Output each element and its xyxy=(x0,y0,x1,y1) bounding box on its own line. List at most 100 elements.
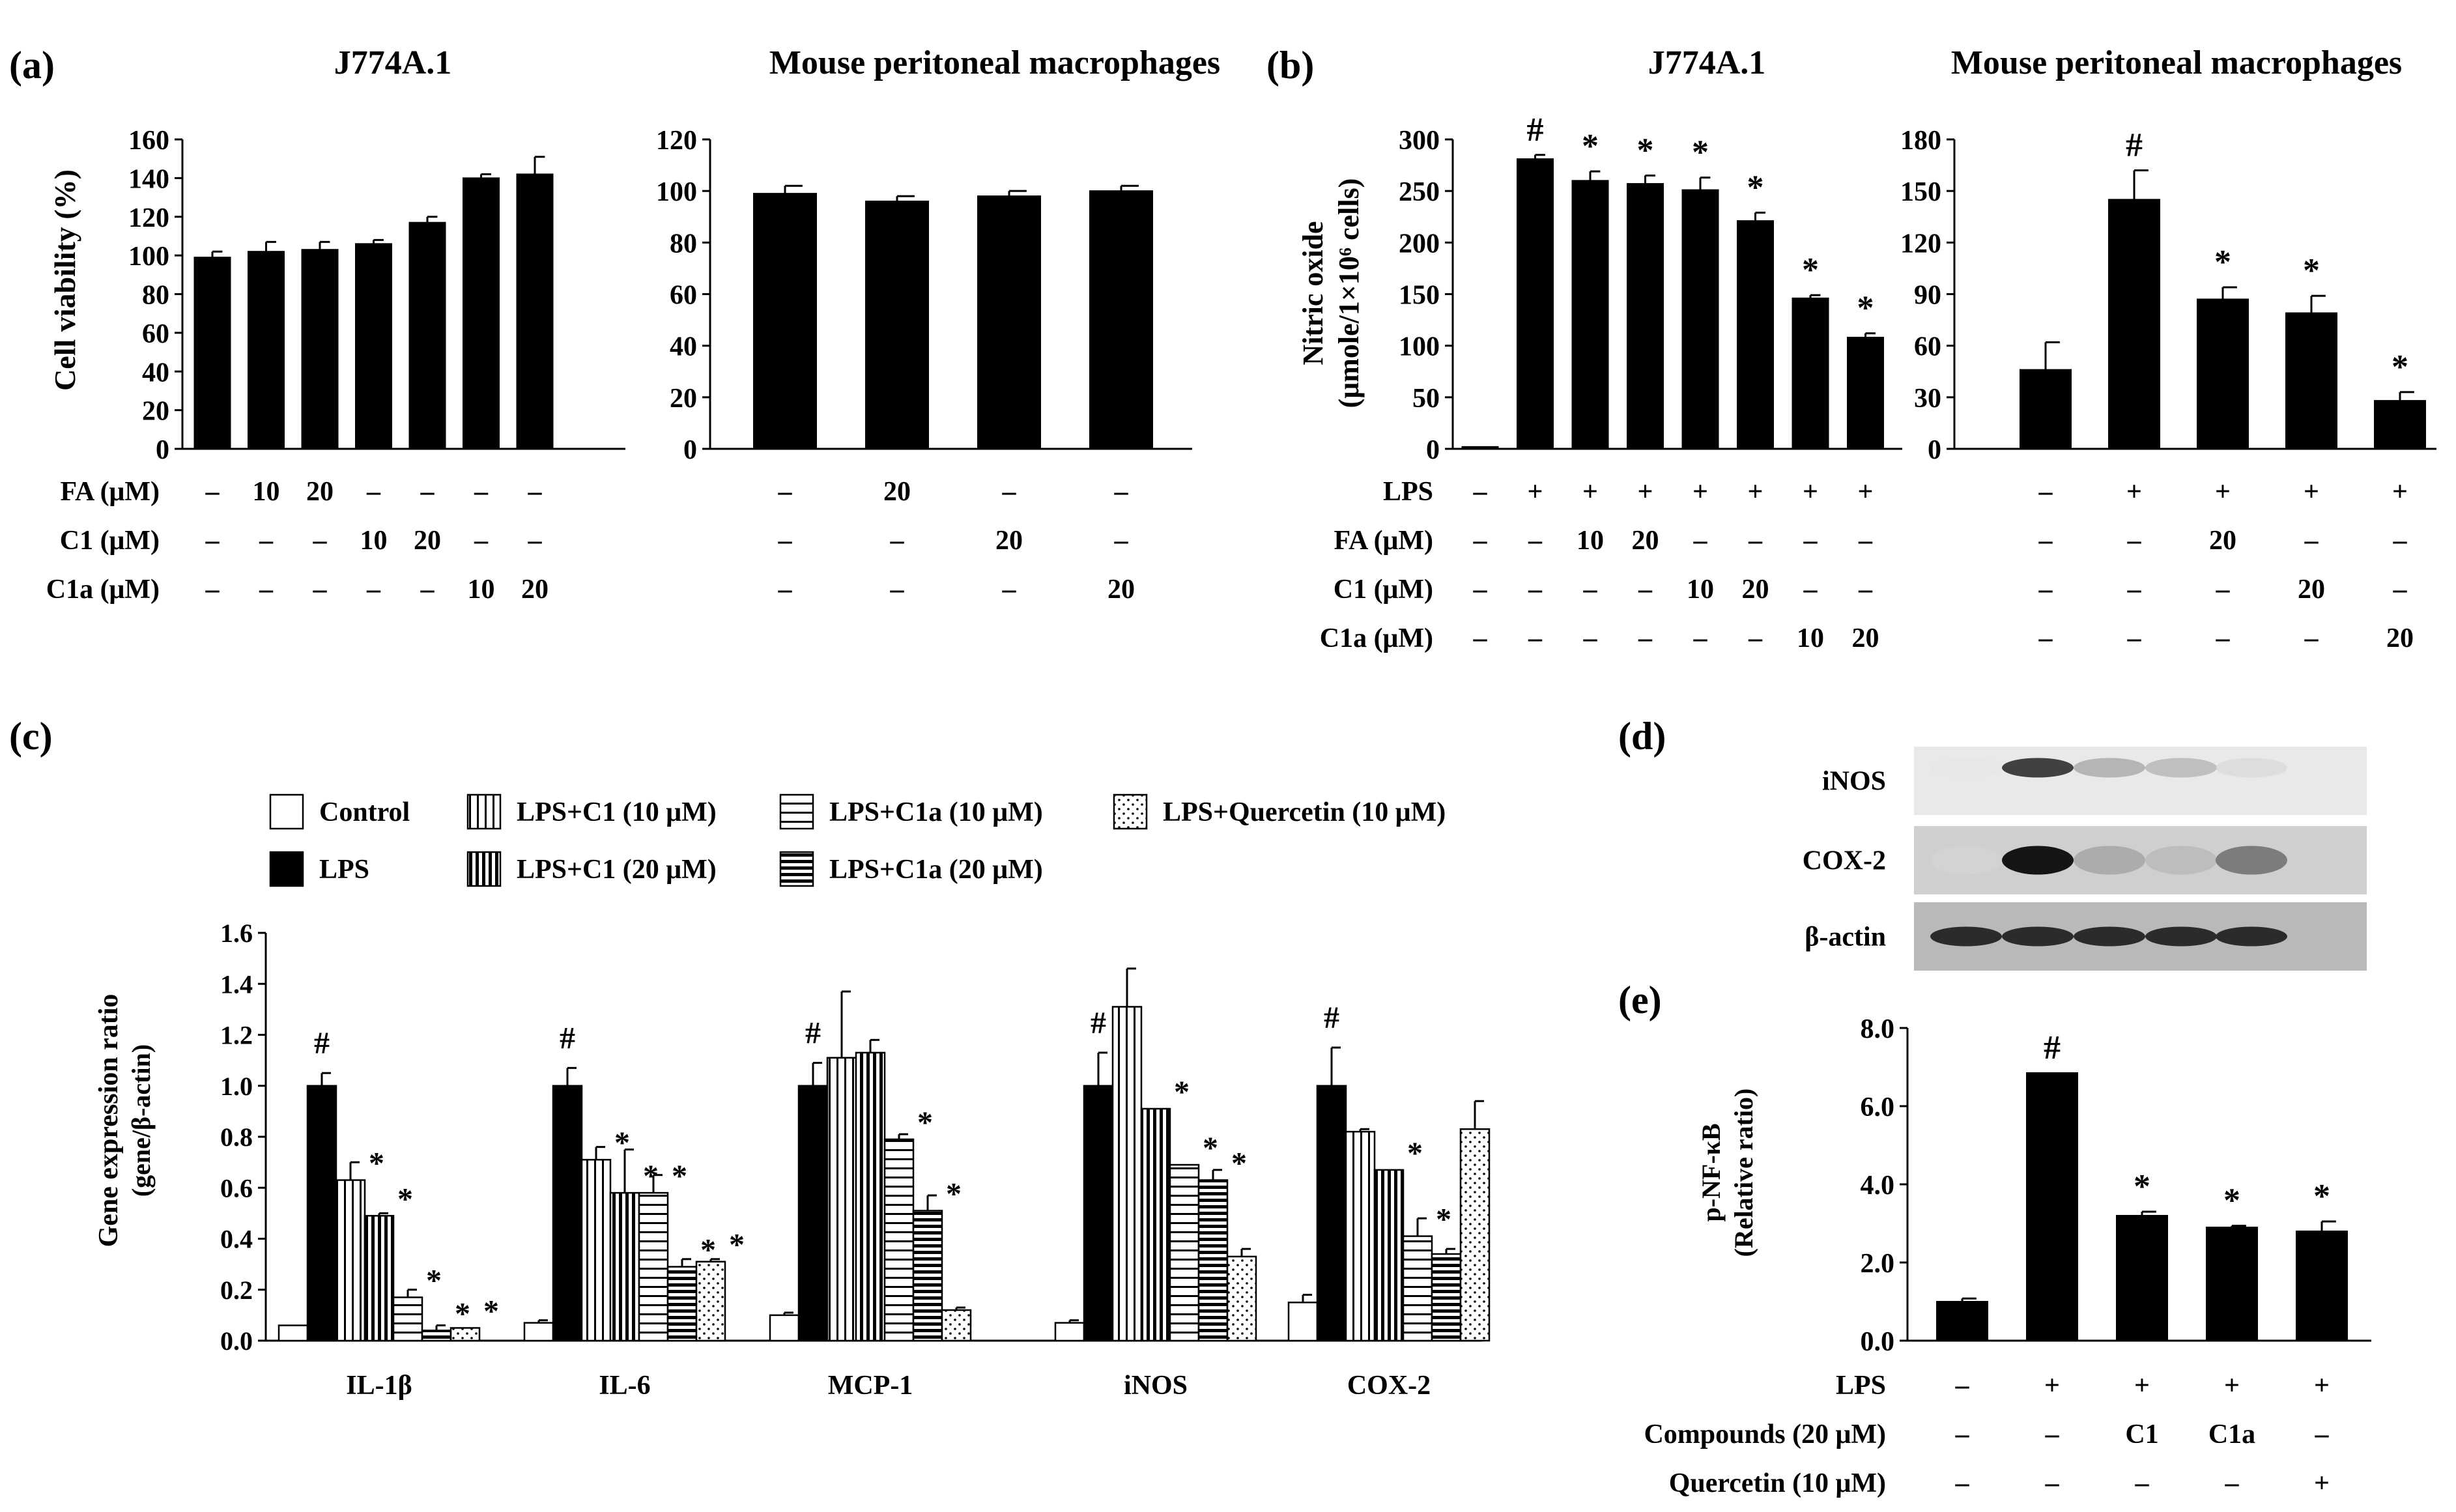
row-cell: – xyxy=(1002,575,1017,605)
row-cell: – xyxy=(1473,623,1488,653)
row-label: C1a (μM) xyxy=(46,575,160,605)
significance-mark: * xyxy=(1407,1136,1423,1171)
row-cell: 10 xyxy=(1797,623,1824,653)
row-cell: – xyxy=(205,526,220,556)
blot-label: COX-2 xyxy=(1803,846,1886,876)
row-cell: + xyxy=(1638,477,1653,507)
blot-band xyxy=(2216,846,2287,875)
y-tick-label: 0 xyxy=(683,435,697,465)
row-cell: C1a xyxy=(2208,1419,2255,1449)
bar xyxy=(2108,199,2160,449)
y-tick-label: 180 xyxy=(1900,126,1941,156)
row-cell: 10 xyxy=(1687,575,1714,605)
bar xyxy=(2020,369,2072,449)
bar xyxy=(753,193,817,449)
legend-swatch xyxy=(269,793,304,830)
significance-mark: * xyxy=(1802,251,1819,289)
hash-mark: # xyxy=(560,1021,575,1055)
bar xyxy=(912,1210,943,1342)
significance-mark: * xyxy=(455,1296,470,1331)
significance-mark: * xyxy=(397,1182,413,1216)
hash-mark: # xyxy=(1527,111,1544,149)
bar xyxy=(364,1215,395,1342)
x-category-label: MCP-1 xyxy=(828,1371,913,1401)
legend-label: LPS+C1a (10 μM) xyxy=(829,797,1043,827)
row-cell: – xyxy=(890,575,905,605)
row-cell: – xyxy=(2315,1419,2330,1449)
bar xyxy=(941,1309,972,1342)
bar xyxy=(2285,312,2337,449)
bar xyxy=(865,201,929,449)
bar xyxy=(797,1085,829,1342)
row-cell: – xyxy=(2127,575,2142,605)
y-tick-label: 100 xyxy=(128,242,169,272)
panel-b-letter: (b) xyxy=(1266,44,1314,87)
y-tick-label: 30 xyxy=(1914,384,1941,414)
y-tick-label: 20 xyxy=(142,397,169,427)
significance-mark: * xyxy=(614,1126,630,1160)
row-cell: – xyxy=(1473,526,1488,556)
hash-mark: # xyxy=(314,1026,330,1061)
bar xyxy=(666,1266,698,1342)
row-cell: – xyxy=(2393,526,2408,556)
legend-swatch xyxy=(269,851,304,887)
blot-band xyxy=(1930,846,2002,875)
bar xyxy=(408,221,446,449)
legend-label: LPS+C1 (10 μM) xyxy=(517,797,717,827)
row-cell: 20 xyxy=(521,575,549,605)
significance-mark: * xyxy=(1174,1075,1190,1109)
y-tick-label: 1.0 xyxy=(220,1072,253,1101)
row-cell: + xyxy=(1692,477,1708,507)
row-cell: – xyxy=(2038,526,2053,556)
hash-mark: # xyxy=(805,1016,821,1051)
blot-band xyxy=(2145,846,2217,875)
row-label: LPS xyxy=(1836,1371,1886,1401)
blot-band xyxy=(2002,926,2074,947)
bar xyxy=(769,1314,800,1342)
row-cell: + xyxy=(2314,1371,2330,1401)
row-cell: – xyxy=(1803,526,1818,556)
row-cell: 10 xyxy=(360,526,388,556)
row-cell: 10 xyxy=(1577,526,1604,556)
y-tick-label: 140 xyxy=(128,164,169,194)
row-cell: – xyxy=(528,526,543,556)
y-tick-label: 60 xyxy=(1914,332,1941,362)
row-label: C1a (μM) xyxy=(1320,623,1433,653)
blot-band xyxy=(2002,846,2074,875)
bar xyxy=(450,1327,481,1342)
row-cell: + xyxy=(2224,1371,2240,1401)
significance-mark: * xyxy=(1637,132,1654,169)
y-tick-label: 40 xyxy=(670,332,697,362)
row-cell: – xyxy=(474,477,489,507)
legend-label: Control xyxy=(319,797,410,827)
row-cell: – xyxy=(1114,477,1129,507)
bar xyxy=(1373,1169,1405,1342)
bar xyxy=(248,251,285,449)
chart-e: 0.0 2.0 4.0 6.0 8.0 # * * * LPS – + + + + Compounds (20… xyxy=(1644,1014,2371,1498)
y-tick-label: 90 xyxy=(1914,281,1941,311)
chart-b1: 0 50 100 150 200 250 300 # * * * * * * LPS – + + + + + + + FA (… xyxy=(1320,111,1902,653)
chart-a1-ylabel: Cell viability (%) xyxy=(48,169,81,391)
row-cell: + xyxy=(2392,477,2408,507)
row-cell: – xyxy=(2038,623,2053,653)
legend-label: LPS+Quercetin (10 μM) xyxy=(1163,797,1446,827)
bar xyxy=(335,1179,366,1342)
legend-swatch xyxy=(779,851,814,887)
row-cell: – xyxy=(1638,575,1653,605)
bar xyxy=(883,1138,915,1342)
bar xyxy=(355,243,392,449)
row-cell: – xyxy=(890,526,905,556)
row-cell: – xyxy=(1748,526,1763,556)
bar xyxy=(2026,1072,2078,1341)
y-tick-label: 80 xyxy=(142,281,169,311)
y-tick-label: 0 xyxy=(1426,435,1440,465)
row-label: C1 (μM) xyxy=(1334,575,1433,605)
western-blot: iNOS COX-2 β-actin xyxy=(1803,747,2367,971)
significance-mark: * xyxy=(946,1177,962,1211)
y-tick-label: 200 xyxy=(1399,229,1440,259)
y-tick-label: 160 xyxy=(128,126,169,156)
bar xyxy=(1197,1179,1229,1342)
chart-b2: 0 30 60 90 120 150 180 # * * * – + + + + – – 20 – – – – – 20 – – – –… xyxy=(1900,126,2436,653)
y-tick-label: 100 xyxy=(1399,332,1440,362)
row-cell: – xyxy=(2216,575,2231,605)
